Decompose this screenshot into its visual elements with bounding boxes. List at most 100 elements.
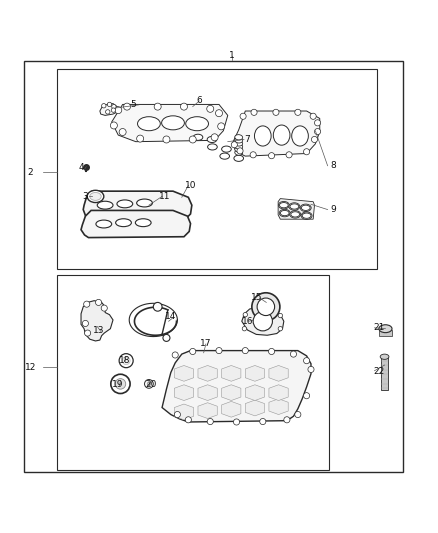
Ellipse shape xyxy=(273,125,290,145)
Circle shape xyxy=(278,313,283,318)
Ellipse shape xyxy=(300,204,311,212)
Polygon shape xyxy=(198,385,217,400)
Circle shape xyxy=(107,102,112,107)
Ellipse shape xyxy=(90,192,101,200)
Circle shape xyxy=(260,418,266,425)
Ellipse shape xyxy=(301,212,312,220)
Circle shape xyxy=(233,419,240,425)
Text: 1: 1 xyxy=(229,51,235,60)
Ellipse shape xyxy=(235,141,243,146)
Text: 10: 10 xyxy=(185,181,196,190)
Circle shape xyxy=(268,152,275,159)
Ellipse shape xyxy=(289,203,300,210)
Ellipse shape xyxy=(207,136,217,142)
Text: 21: 21 xyxy=(373,324,385,332)
Circle shape xyxy=(112,104,116,109)
Circle shape xyxy=(278,327,283,331)
Ellipse shape xyxy=(279,209,290,217)
Circle shape xyxy=(172,352,178,358)
Circle shape xyxy=(211,134,218,141)
Circle shape xyxy=(314,128,321,135)
Text: 18: 18 xyxy=(119,356,131,365)
Polygon shape xyxy=(174,404,194,420)
Circle shape xyxy=(273,109,279,115)
Circle shape xyxy=(180,103,187,110)
Circle shape xyxy=(231,142,237,148)
Text: 4: 4 xyxy=(78,164,84,173)
Circle shape xyxy=(304,393,310,399)
Ellipse shape xyxy=(291,212,300,217)
Polygon shape xyxy=(174,385,194,400)
Ellipse shape xyxy=(302,213,311,219)
Text: 8: 8 xyxy=(330,161,336,170)
Text: 2: 2 xyxy=(28,168,33,177)
Circle shape xyxy=(106,110,110,114)
Circle shape xyxy=(310,113,316,119)
Circle shape xyxy=(304,149,310,155)
Text: 6: 6 xyxy=(196,95,202,104)
Bar xyxy=(57,69,377,269)
Ellipse shape xyxy=(380,354,389,359)
Ellipse shape xyxy=(292,126,308,146)
Circle shape xyxy=(218,123,225,130)
Circle shape xyxy=(145,379,153,388)
Circle shape xyxy=(314,120,321,126)
Ellipse shape xyxy=(117,200,133,208)
Ellipse shape xyxy=(162,116,184,130)
Polygon shape xyxy=(222,366,241,381)
Circle shape xyxy=(215,110,223,117)
Polygon shape xyxy=(245,400,265,416)
Text: 17: 17 xyxy=(200,338,212,348)
Polygon shape xyxy=(269,385,288,400)
Text: 14: 14 xyxy=(165,312,177,321)
Text: 3: 3 xyxy=(82,192,88,201)
Text: 12: 12 xyxy=(25,363,36,372)
Polygon shape xyxy=(81,301,113,341)
Ellipse shape xyxy=(280,211,289,216)
Circle shape xyxy=(102,103,106,108)
Ellipse shape xyxy=(235,150,243,155)
Polygon shape xyxy=(269,399,288,415)
Text: 9: 9 xyxy=(330,205,336,214)
Bar xyxy=(57,275,328,470)
Circle shape xyxy=(308,366,314,373)
Circle shape xyxy=(242,327,247,331)
Ellipse shape xyxy=(235,135,243,140)
Polygon shape xyxy=(245,385,265,400)
Ellipse shape xyxy=(135,219,151,227)
Text: 15: 15 xyxy=(251,293,262,302)
Circle shape xyxy=(190,349,196,354)
Circle shape xyxy=(295,109,301,115)
Circle shape xyxy=(119,128,126,135)
Text: 20: 20 xyxy=(145,380,157,389)
Polygon shape xyxy=(81,211,191,238)
Circle shape xyxy=(290,351,297,357)
Circle shape xyxy=(163,136,170,143)
Ellipse shape xyxy=(379,325,392,333)
Circle shape xyxy=(252,293,280,321)
Bar xyxy=(379,329,392,336)
Ellipse shape xyxy=(301,205,310,211)
Ellipse shape xyxy=(220,153,230,159)
Text: 5: 5 xyxy=(131,100,137,109)
Ellipse shape xyxy=(137,199,152,207)
Circle shape xyxy=(101,305,107,311)
Polygon shape xyxy=(222,401,241,417)
Circle shape xyxy=(207,418,213,425)
Ellipse shape xyxy=(193,134,203,140)
Circle shape xyxy=(250,152,256,158)
Ellipse shape xyxy=(235,138,243,143)
Ellipse shape xyxy=(279,201,290,209)
Circle shape xyxy=(295,411,301,418)
Ellipse shape xyxy=(87,190,104,203)
Circle shape xyxy=(185,417,191,423)
Circle shape xyxy=(137,135,144,142)
Ellipse shape xyxy=(254,126,271,146)
Circle shape xyxy=(284,417,290,423)
Circle shape xyxy=(95,300,102,305)
Polygon shape xyxy=(198,403,217,418)
Circle shape xyxy=(257,298,275,316)
Ellipse shape xyxy=(235,144,243,149)
Circle shape xyxy=(207,106,214,112)
Ellipse shape xyxy=(235,147,243,152)
